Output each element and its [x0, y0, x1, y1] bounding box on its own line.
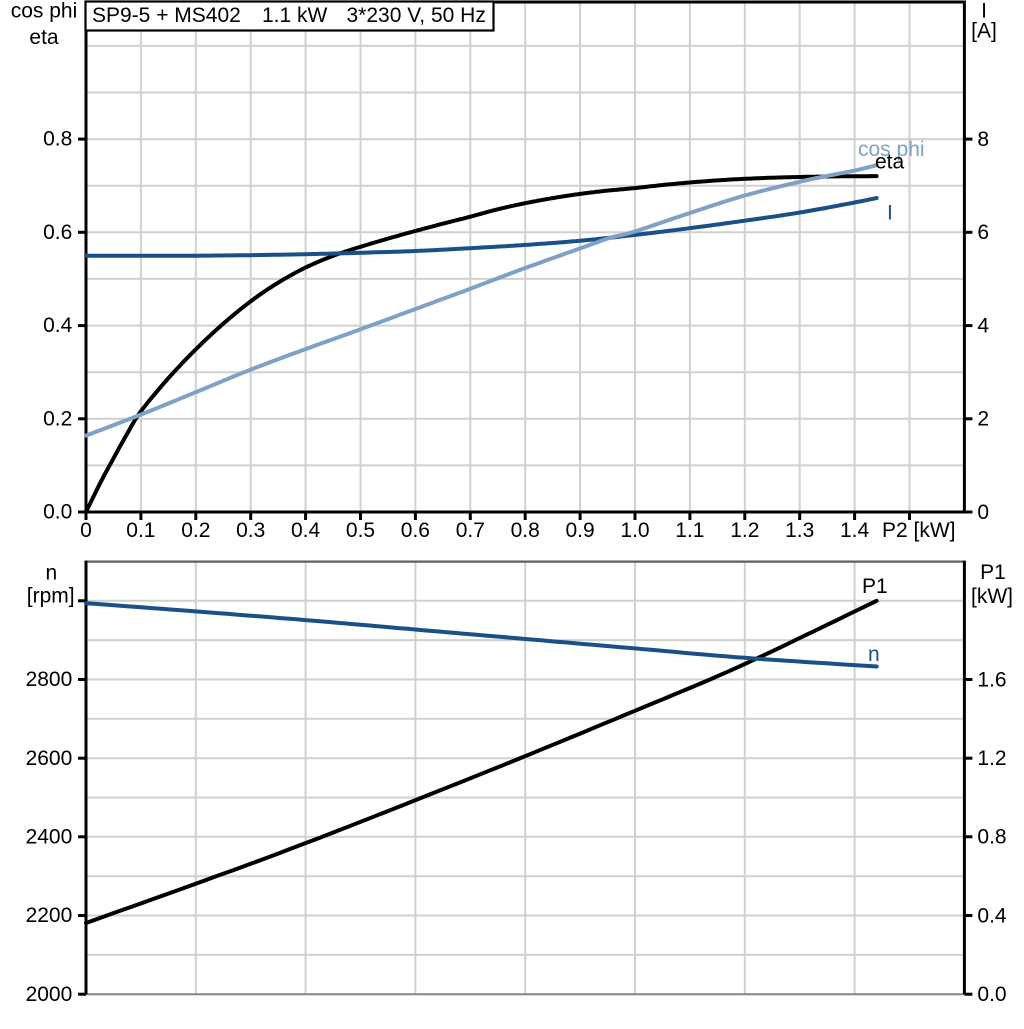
svg-text:0.0: 0.0 [43, 501, 72, 524]
svg-text:2400: 2400 [26, 825, 73, 848]
svg-text:n: n [45, 561, 57, 584]
svg-text:[rpm]: [rpm] [27, 585, 75, 608]
svg-text:8: 8 [977, 128, 989, 151]
svg-text:I: I [887, 202, 893, 225]
svg-text:2800: 2800 [26, 668, 73, 691]
svg-text:1.0: 1.0 [620, 519, 649, 542]
svg-text:0.4: 0.4 [291, 519, 321, 542]
svg-text:2200: 2200 [26, 904, 73, 927]
svg-text:0: 0 [977, 501, 989, 524]
svg-text:2000: 2000 [26, 983, 73, 1006]
svg-text:0.8: 0.8 [43, 128, 72, 151]
svg-text:I: I [981, 0, 987, 23]
svg-text:eta: eta [875, 151, 905, 174]
svg-text:1.6: 1.6 [977, 668, 1006, 691]
svg-text:0.1: 0.1 [126, 519, 155, 542]
svg-text:0.6: 0.6 [43, 221, 72, 244]
svg-text:0: 0 [80, 519, 92, 542]
svg-text:2600: 2600 [26, 747, 73, 770]
svg-text:1.4: 1.4 [840, 519, 870, 542]
svg-text:0.2: 0.2 [43, 407, 72, 430]
svg-text:0.8: 0.8 [977, 826, 1006, 849]
svg-text:P1: P1 [862, 575, 888, 598]
svg-text:0.5: 0.5 [346, 519, 375, 542]
svg-text:1.1: 1.1 [675, 519, 704, 542]
svg-text:cos phi: cos phi [858, 138, 925, 161]
svg-text:0.7: 0.7 [456, 519, 485, 542]
svg-text:P1: P1 [980, 561, 1006, 584]
svg-text:0.0: 0.0 [977, 983, 1006, 1006]
svg-text:cos phi: cos phi [11, 0, 78, 23]
svg-text:0.4: 0.4 [977, 904, 1007, 927]
svg-text:1.3: 1.3 [785, 519, 814, 542]
svg-text:1.2: 1.2 [977, 747, 1006, 770]
svg-text:[A]: [A] [971, 20, 997, 43]
svg-text:0.8: 0.8 [511, 519, 540, 542]
svg-text:0.6: 0.6 [401, 519, 430, 542]
svg-text:6: 6 [977, 221, 989, 244]
svg-text:2: 2 [977, 408, 989, 431]
svg-text:P2 [kW]: P2 [kW] [882, 519, 956, 542]
svg-text:eta: eta [29, 26, 59, 49]
svg-text:0.9: 0.9 [565, 519, 594, 542]
svg-text:0.3: 0.3 [236, 519, 265, 542]
svg-text:[kW]: [kW] [971, 585, 1013, 608]
svg-text:n: n [868, 643, 880, 666]
svg-text:0.2: 0.2 [181, 519, 210, 542]
svg-text:4: 4 [977, 314, 989, 337]
svg-text:0.4: 0.4 [43, 314, 73, 337]
svg-text:1.2: 1.2 [730, 519, 759, 542]
